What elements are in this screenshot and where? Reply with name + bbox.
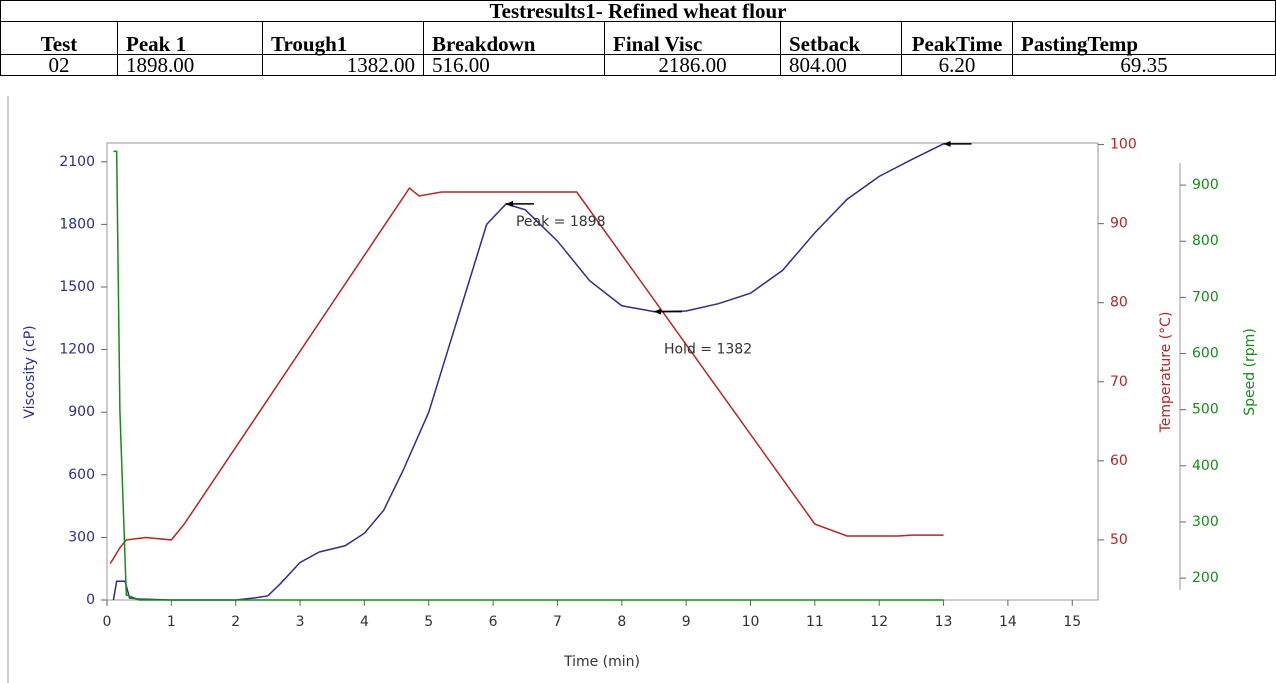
y-tick-label: 900 xyxy=(68,404,95,420)
series-line xyxy=(109,186,944,565)
x-tick-label: 14 xyxy=(999,614,1017,630)
x-tick-label: 15 xyxy=(1063,614,1081,630)
x-tick-label: 3 xyxy=(296,614,305,630)
x-axis-label: Time (min) xyxy=(563,654,640,670)
cell: 516.00 xyxy=(423,54,605,76)
plot-frame xyxy=(106,142,1099,601)
header-cell: Final Visc xyxy=(604,21,781,55)
cell: 02 xyxy=(0,54,118,76)
cell: 1898.00 xyxy=(117,54,263,76)
y3-tick-label: 800 xyxy=(1192,233,1219,249)
y-tick-label: 300 xyxy=(68,529,95,545)
cell: 1382.00 xyxy=(262,54,424,76)
y2-tick-label: 80 xyxy=(1110,295,1128,311)
y3-tick-label: 200 xyxy=(1192,570,1219,586)
annotation: Peak = 1898 xyxy=(516,214,606,230)
y-tick-label: 2100 xyxy=(59,154,95,170)
y-tick-label: 1800 xyxy=(59,216,95,232)
x-tick-label: 10 xyxy=(742,614,760,630)
y3-tick-label: 400 xyxy=(1192,458,1219,474)
x-tick-label: 5 xyxy=(424,614,433,630)
header-cell: PeakTime xyxy=(901,21,1013,55)
y3-tick-label: 700 xyxy=(1192,289,1219,305)
y2-axis-label: Temperature (°C) xyxy=(1158,312,1174,434)
y-tick-label: 600 xyxy=(68,467,95,483)
series-line xyxy=(113,150,944,601)
y2-tick-label: 90 xyxy=(1110,216,1128,232)
x-tick-label: 2 xyxy=(231,614,240,630)
y-axis-label: Viscosity (cP) xyxy=(22,325,38,418)
x-tick-label: 11 xyxy=(806,614,824,630)
x-tick-label: 4 xyxy=(360,614,369,630)
header-cell: Breakdown xyxy=(423,21,605,55)
annotation: Hold = 1382 xyxy=(664,342,752,358)
marker-arrow-head xyxy=(505,200,513,207)
x-tick-label: 13 xyxy=(935,614,953,630)
cell: 804.00 xyxy=(780,54,902,76)
y-tick-label: 0 xyxy=(86,592,95,608)
x-tick-label: 0 xyxy=(103,614,112,630)
x-tick-label: 9 xyxy=(682,614,691,630)
x-tick-label: 1 xyxy=(167,614,176,630)
y3-axis-label: Speed (rpm) xyxy=(1242,328,1258,416)
y3-tick-label: 600 xyxy=(1192,346,1219,362)
series-line xyxy=(112,143,944,601)
y2-tick-label: 70 xyxy=(1110,374,1128,390)
header-cell: Setback xyxy=(780,21,902,55)
marker-arrow-head xyxy=(943,140,951,147)
x-tick-label: 12 xyxy=(870,614,888,630)
y3-tick-label: 900 xyxy=(1192,177,1219,193)
y2-tick-label: 60 xyxy=(1110,453,1128,469)
cell: 6.20 xyxy=(901,54,1013,76)
x-tick-label: 7 xyxy=(553,614,562,630)
y3-tick-label: 500 xyxy=(1192,402,1219,418)
y2-tick-label: 100 xyxy=(1110,137,1137,153)
y2-tick-label: 50 xyxy=(1110,532,1128,548)
results-table: Testresults1- Refined wheat flour Test P… xyxy=(0,0,1276,76)
x-tick-label: 8 xyxy=(617,614,626,630)
y-tick-label: 1200 xyxy=(59,342,95,358)
cell: 2186.00 xyxy=(604,54,781,76)
y3-tick-label: 300 xyxy=(1192,514,1219,530)
y-tick-label: 1500 xyxy=(59,279,95,295)
x-tick-label: 6 xyxy=(489,614,498,630)
marker-arrow-head xyxy=(653,308,661,315)
cell: 69.35 xyxy=(1012,54,1276,76)
